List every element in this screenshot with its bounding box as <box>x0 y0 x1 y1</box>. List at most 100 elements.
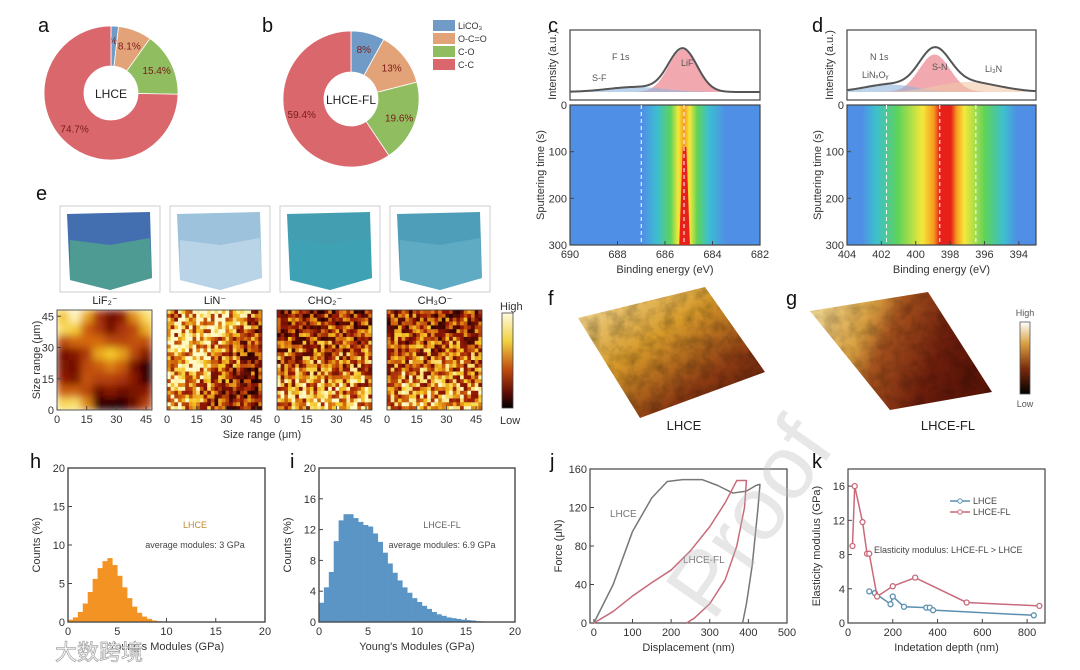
heatmap-cell <box>353 321 358 326</box>
heatmap-cell <box>221 336 227 342</box>
heatmap-cell <box>405 360 410 365</box>
heatmap-cell <box>412 352 417 357</box>
heatmap-cell <box>394 394 399 400</box>
heatmap-cell <box>364 325 369 330</box>
heatmap-cell <box>57 322 70 336</box>
heatmap-cell <box>174 390 179 396</box>
heatmap-cell <box>335 344 340 350</box>
heatmap-cell <box>181 375 186 380</box>
heatmap-cell <box>364 336 369 342</box>
k-data-point <box>866 588 873 595</box>
heatmap-cell <box>364 375 369 380</box>
heatmap-cell <box>306 329 311 334</box>
heatmap-cell <box>357 363 362 369</box>
heatmap-cell <box>251 340 256 346</box>
heatmap-cell <box>192 402 197 407</box>
e-1-xtick-label: 45 <box>250 414 262 426</box>
heatmap-cell <box>346 352 351 357</box>
heatmap-cell <box>401 344 406 350</box>
heatmap-cell <box>408 336 414 342</box>
heatmap-cell <box>364 313 369 319</box>
heatmap-cell <box>320 321 326 326</box>
heatmap-cell <box>277 321 282 326</box>
heatmap-cell <box>140 335 152 349</box>
k-data-point <box>1036 602 1043 610</box>
heatmap-cell <box>251 379 256 384</box>
heatmap-cell <box>251 325 256 330</box>
h-ytick-label: 20 <box>53 463 65 475</box>
heatmap-cell <box>254 313 259 319</box>
heatmap-cell <box>284 336 289 342</box>
heatmap-cell <box>192 317 197 323</box>
c-ytick-label: 0 <box>561 100 567 112</box>
heatmap-cell <box>423 317 428 323</box>
d-ytick-label: 0 <box>838 100 844 112</box>
heatmap-cell <box>357 336 362 342</box>
k-ytick-label: 16 <box>833 481 845 493</box>
heatmap-cell <box>174 363 179 369</box>
heatmap-cell <box>258 383 262 388</box>
heatmap-cell <box>140 385 152 399</box>
heatmap-cell <box>324 375 329 380</box>
heatmap-cell <box>92 335 106 349</box>
heatmap-cell <box>335 360 340 365</box>
heatmap-cell <box>104 310 117 324</box>
heatmap-cell <box>463 371 468 376</box>
heatmap-cell <box>427 325 432 330</box>
heatmap-cell <box>181 386 186 392</box>
heatmap-cell <box>68 310 82 324</box>
heatmap-cell <box>467 386 472 392</box>
heatmap-cell <box>460 310 465 315</box>
heatmap-cell <box>361 325 366 330</box>
heatmap-cell <box>177 313 183 319</box>
heatmap-cell <box>291 390 296 396</box>
heatmap-cell <box>353 398 358 403</box>
heatmap-cell <box>287 317 293 323</box>
heatmap-cell <box>225 340 230 346</box>
heatmap-cell <box>423 329 428 334</box>
heatmap-cell <box>247 383 252 388</box>
heatmap-cell <box>438 352 443 357</box>
heatmap-cell <box>474 352 479 357</box>
heatmap-cell <box>243 356 248 361</box>
heatmap-cell <box>350 325 355 330</box>
c-ytick-label: 300 <box>549 240 567 252</box>
heatmap-cell <box>430 371 436 376</box>
heatmap-cell <box>390 340 395 346</box>
heatmap-cell <box>353 406 358 410</box>
heatmap-cell <box>140 310 152 324</box>
i-histogram-bar <box>407 592 413 622</box>
heatmap-cell <box>324 352 329 357</box>
heatmap-cell <box>225 402 230 407</box>
i-histogram-bar <box>466 620 472 622</box>
heatmap-cell <box>401 360 406 365</box>
heatmap-cell <box>280 336 285 342</box>
heatmap-cell <box>247 360 252 365</box>
d-xtick-label: 398 <box>941 249 959 261</box>
heatmap-cell <box>449 379 454 384</box>
heatmap-cell <box>434 371 439 376</box>
heatmap-cell <box>181 379 186 384</box>
heatmap-cell <box>221 390 227 396</box>
heatmap-cell <box>449 313 454 319</box>
heatmap-cell <box>203 360 208 365</box>
heatmap-cell <box>229 367 234 373</box>
heatmap-cell <box>353 402 358 407</box>
heatmap-cell <box>320 390 326 396</box>
heatmap-cell <box>181 352 186 357</box>
heatmap-cell <box>430 379 436 384</box>
heatmap-cell <box>364 383 369 388</box>
heatmap-cell <box>460 386 465 392</box>
heatmap-cell <box>342 340 348 346</box>
heatmap-cell <box>203 344 208 350</box>
heatmap-cell <box>416 321 421 326</box>
heatmap-cell <box>188 329 194 334</box>
heatmap-cell <box>405 386 410 392</box>
heatmap-cell <box>449 321 454 326</box>
heatmap-cell <box>207 406 212 410</box>
heatmap-cell <box>471 402 476 407</box>
heatmap-cell <box>368 310 372 315</box>
heatmap-cell <box>412 367 417 373</box>
heatmap-cell <box>128 397 141 410</box>
heatmap-cell <box>449 310 454 315</box>
